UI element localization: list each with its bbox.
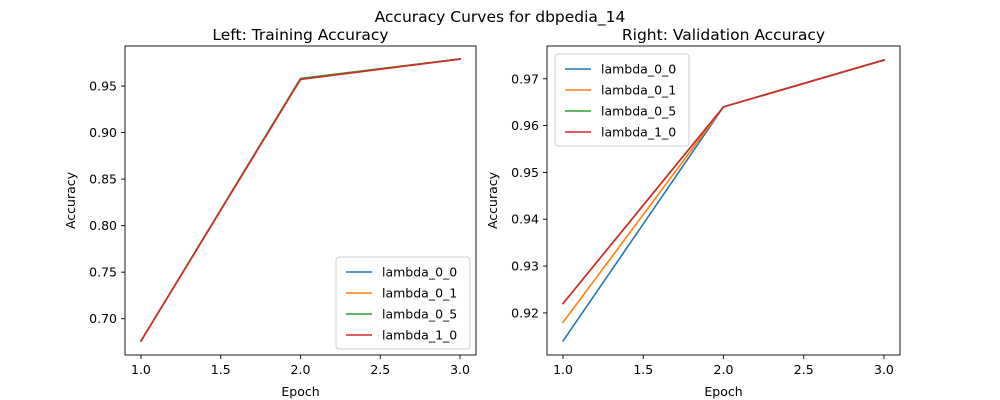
chart-1-legend-entry-lambda_0_1: lambda_0_1 [601,83,676,98]
chart-0-legend-entry-lambda_0_1: lambda_0_1 [382,286,457,301]
chart-0-y-axis-label: Accuracy [63,171,78,229]
chart-0-legend-entry-lambda_0_5: lambda_0_5 [382,307,457,322]
chart-1-x-tick-label: 1.5 [633,362,653,377]
chart-1-legend: lambda_0_0 lambda_0_1 lambda_0_5 lambda_1_0 [554,53,690,147]
chart-0-series-line-lambda_1_0 [139,58,461,343]
chart-0-legend-entry-lambda_1_0: lambda_1_0 [382,328,457,343]
chart-1-series-line-lambda_1_0 [561,59,885,305]
chart-0-y-tick-label: 0.90 [89,125,117,140]
chart-1-x-tick-label: 1.0 [553,362,573,377]
chart-1-y-tick-label: 0.94 [511,212,539,227]
chart-0-x-tick-label: 3.0 [450,362,470,377]
chart-1-y-tick-label: 0.95 [511,165,539,180]
chart-0-y-tick-label: 0.80 [89,218,117,233]
chart-1-x-tick-label: 2.5 [794,362,814,377]
chart-1-legend-box [554,53,690,147]
chart-1-y-tick-label: 0.97 [511,71,539,86]
chart-1-legend-entry-lambda_0_0: lambda_0_0 [601,62,676,77]
validation-accuracy-chart: Right: Validation Accuracy 1.0 1.5 2.0 2.5 3.… [485,26,901,399]
chart-0-x-tick-label: 2.0 [291,362,311,377]
chart-1-legend-entry-lambda_1_0: lambda_1_0 [601,125,676,140]
chart-0-legend: lambda_0_0 lambda_0_1 lambda_0_5 lambda_1_0 [335,256,471,350]
chart-0-y-tick-label: 0.70 [89,311,117,326]
chart-1-y-axis-label: Accuracy [485,171,500,229]
chart-0-x-tick-label: 1.5 [211,362,231,377]
chart-1-y-tick-label: 0.92 [511,305,539,320]
chart-1-legend-entry-lambda_0_5: lambda_0_5 [601,104,676,119]
chart-0-title: Left: Training Accuracy [212,26,388,44]
chart-1-x-axis-label: Epoch [704,384,742,399]
chart-0-legend-entry-lambda_0_0: lambda_0_0 [382,265,457,280]
figure-title: Accuracy Curves for dbpedia_14 [375,8,626,27]
chart-0-legend-box [335,256,471,350]
chart-1-x-tick-label: 3.0 [874,362,894,377]
chart-0-y-tick-label: 0.75 [89,265,117,280]
chart-0-y-tick-label: 0.95 [89,79,117,94]
chart-1-title: Right: Validation Accuracy [622,26,825,44]
chart-0-y-tick-label: 0.85 [89,172,117,187]
chart-1-y-tick-label: 0.93 [511,259,539,274]
chart-0-x-axis-label: Epoch [281,384,319,399]
chart-1-x-tick-label: 2.0 [714,362,734,377]
chart-0-x-tick-label: 2.5 [370,362,390,377]
chart-1-y-tick-label: 0.96 [511,118,539,133]
chart-0-x-tick-label: 1.0 [131,362,151,377]
training-accuracy-chart: Left: Training Accuracy 1.0 1.5 2.0 2.5 3.0 0.… [63,26,477,399]
